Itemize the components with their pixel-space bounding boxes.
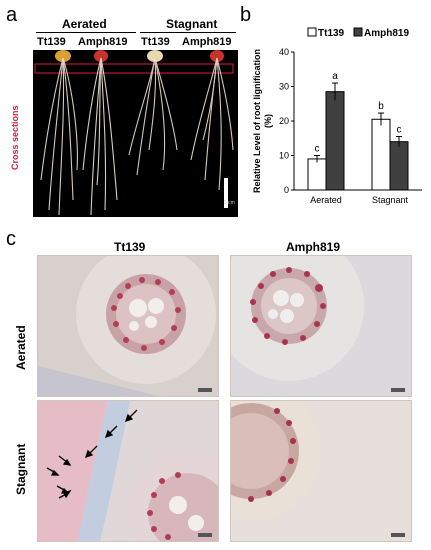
significance-letter: c — [315, 144, 320, 155]
row-stagnant-wrap: Stagnant — [14, 435, 30, 505]
row-stagnant-label: Stagnant — [14, 443, 28, 495]
panel-c-col-tt139: Tt139 — [114, 240, 146, 254]
bar-tt139-aerated — [307, 158, 327, 191]
aerated-underline — [36, 32, 136, 33]
panel-a-letter: a — [6, 4, 18, 26]
significance-letter: a — [332, 71, 338, 82]
root-illustration — [33, 50, 238, 217]
y-axis-label: Relative Level of root lignification(%) — [252, 49, 273, 193]
panel-b-letter: b — [240, 4, 252, 26]
bar-amph819-stagnant — [389, 141, 409, 191]
row-aerated-wrap: Aerated — [14, 320, 30, 380]
x-category-label: Aerated — [310, 195, 342, 205]
col-tt139-aerated: Tt139 — [37, 36, 66, 48]
legend-swatch-amph819 — [353, 27, 363, 37]
root-photo — [33, 50, 238, 217]
lignification-chart: 0 10 20 30 40 Relative Level of root lignific… — [252, 27, 422, 205]
y-tick-label: 0 — [284, 185, 289, 195]
cross-sections-label: Cross sections — [10, 105, 20, 170]
micrograph-amph819-stagnant-img — [231, 401, 411, 541]
y-tick-label: 20 — [279, 116, 289, 126]
micrograph-amph819-aerated — [230, 255, 412, 397]
micrograph-tt139-aerated — [37, 255, 219, 397]
legend-label-tt139: Tt139 — [318, 28, 345, 39]
col-amph819-aerated: Amph819 — [78, 36, 128, 48]
group-stagnant-label: Stagnant — [166, 17, 218, 31]
significance-letter: b — [378, 101, 384, 112]
col-tt139-stagnant: Tt139 — [141, 36, 170, 48]
row-aerated-label: Aerated — [14, 325, 28, 370]
col-amph819-stagnant: Amph819 — [182, 36, 232, 48]
legend-label-amph819: Amph819 — [364, 28, 409, 39]
x-category-label: Stagnant — [372, 195, 409, 205]
panel-c-col-amph819: Amph819 — [286, 240, 341, 254]
y-tick-label: 10 — [279, 151, 289, 161]
micrograph-amph819-aerated-img — [231, 256, 411, 396]
micrograph-tt139-aerated-img — [38, 256, 218, 396]
bar-amph819-aerated — [325, 91, 345, 191]
scalebar-label: 5 cm — [224, 200, 235, 206]
micrograph-tt139-stagnant-img — [38, 401, 218, 541]
y-tick-label: 30 — [279, 82, 289, 92]
stagnant-underline — [140, 32, 236, 33]
bar-tt139-stagnant — [371, 118, 391, 191]
group-aerated-label: Aerated — [62, 17, 107, 31]
y-tick-label: 40 — [279, 47, 289, 57]
legend-swatch-tt139 — [307, 27, 317, 37]
micrograph-tt139-stagnant — [37, 400, 219, 542]
micrograph-amph819-stagnant — [230, 400, 412, 542]
significance-letter: c — [397, 125, 402, 136]
panel-c-letter: c — [6, 228, 16, 250]
cross-sections-label-wrap: Cross sections — [10, 105, 24, 170]
